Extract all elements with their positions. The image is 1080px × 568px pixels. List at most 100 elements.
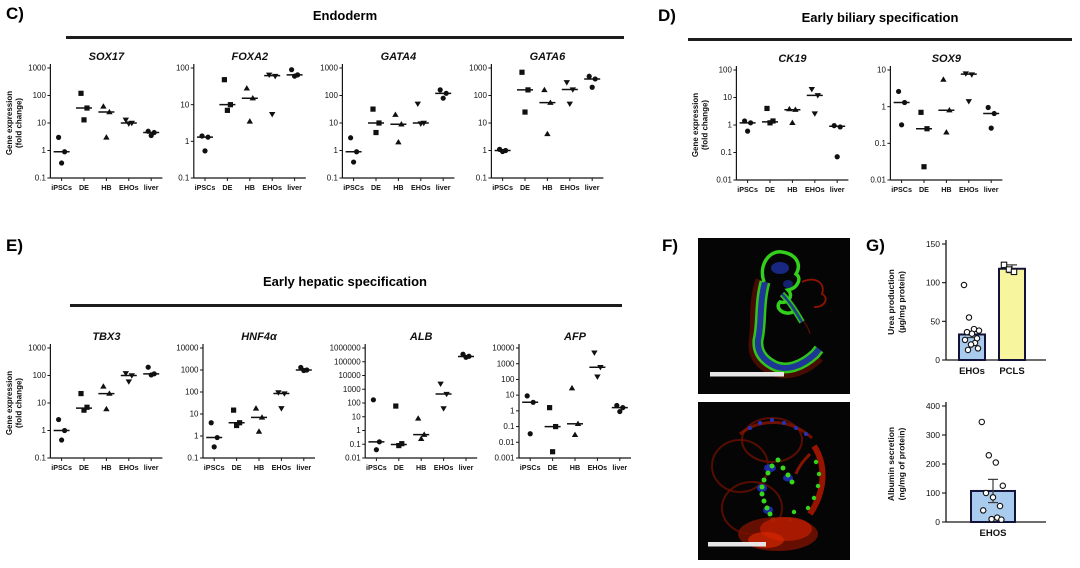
y-ticks: 0.1 1 10 100 1000 10000 [177, 344, 204, 463]
svg-text:0.01: 0.01 [716, 176, 732, 185]
data-points [55, 90, 157, 166]
plot-title: FOXA2 [232, 51, 269, 63]
panel-f-label: F) [662, 236, 679, 255]
svg-text:iPSCs: iPSCs [195, 183, 216, 192]
svg-text:EHOs: EHOs [805, 185, 825, 194]
bar-chart-EHOS: Albumin secretion (ng/mg of protein) 0 100 2… [886, 401, 1046, 539]
x-ticks: iPSCs DE HB EHOs liver [195, 177, 303, 192]
svg-text:1: 1 [185, 137, 190, 146]
svg-text:EHOs: EHOs [411, 183, 431, 192]
y-axis-label: (fold change) [14, 378, 23, 428]
plot-title: SOX9 [932, 53, 962, 65]
bar-PCLS [998, 264, 1026, 361]
svg-text:EHOs: EHOs [560, 183, 580, 192]
svg-text:100000: 100000 [334, 357, 361, 366]
svg-text:10000: 10000 [177, 344, 200, 353]
axes [202, 344, 316, 459]
svg-text:100: 100 [501, 375, 515, 384]
svg-text:iPSCs: iPSCs [492, 183, 513, 192]
svg-text:0.1: 0.1 [721, 148, 733, 157]
x-ticks: iPSCs DE HB EHOs liver [492, 177, 599, 192]
x-category-label: EHOs [959, 366, 985, 377]
svg-text:100: 100 [348, 399, 362, 408]
axes [490, 64, 603, 179]
axes [49, 64, 163, 179]
svg-text:1000: 1000 [469, 64, 487, 73]
urea-production-chart: Urea production (µg/mg protein) 0 50 100 150 E… [868, 232, 1076, 395]
panel-e-label: E) [6, 236, 23, 255]
y-ticks: 0.1 1 10 100 1000 [469, 64, 491, 183]
panel-e-plots: TBX3 Gene expression (fold change) 0.1 1 10 10… [4, 326, 639, 492]
svg-text:DE: DE [223, 183, 233, 192]
svg-text:liver: liver [459, 463, 474, 472]
svg-text:10: 10 [723, 93, 732, 102]
svg-text:50: 50 [931, 316, 941, 326]
svg-text:0.1: 0.1 [327, 174, 339, 183]
svg-text:0: 0 [935, 355, 940, 365]
svg-text:iPSCs: iPSCs [892, 185, 913, 194]
data-points [978, 418, 1007, 523]
data-points [199, 67, 301, 154]
blue-nuclei-knot-2 [783, 280, 793, 288]
svg-text:1000: 1000 [343, 385, 361, 394]
svg-text:100: 100 [186, 388, 200, 397]
albumin-secretion-chart: Albumin secretion (ng/mg of protein) 0 100 2… [868, 394, 1076, 557]
data-points [348, 87, 449, 165]
panel-g-label: G) [866, 236, 885, 255]
axes [341, 64, 455, 179]
green-cell-chain [759, 457, 797, 523]
svg-text:liver: liver [584, 183, 599, 192]
svg-text:1: 1 [334, 146, 339, 155]
axes [49, 344, 163, 459]
svg-text:10000: 10000 [492, 344, 515, 353]
svg-text:0.01: 0.01 [346, 454, 362, 463]
panel-d-title: Early biliary specification [801, 10, 959, 25]
plot-title: HNF4α [242, 331, 279, 343]
svg-text:1: 1 [482, 146, 487, 155]
scatter-plot-FOXA2: FOXA2 0.1 1 10 100 iPSCs DE HB EHOs liver [176, 51, 307, 192]
svg-text:10: 10 [37, 119, 46, 128]
plot-title: AFP [563, 331, 587, 343]
y-ticks: 0.01 0.1 1 10 100 1000 10000 100000 1000000 [330, 344, 366, 463]
scatter-plot-HNF4α: HNF4α 0.1 1 10 100 1000 10000 iPSCs DE HB EHOs live… [177, 331, 316, 472]
svg-text:EHOs: EHOs [119, 183, 139, 192]
y-axis-label: (µg/mg protein) [897, 271, 907, 333]
plot-title: CK19 [778, 53, 807, 65]
scatter-plot-AFP: AFP 0.001 0.01 0.1 1 10 100 1000 10000 iPSCs DE HB E… [492, 331, 631, 472]
svg-text:100: 100 [926, 278, 940, 288]
confocal-image-top [698, 238, 850, 394]
svg-text:0.1: 0.1 [875, 139, 887, 148]
svg-text:liver: liver [612, 463, 627, 472]
svg-text:EHOs: EHOs [119, 463, 139, 472]
bar-EHOS [970, 478, 1016, 524]
svg-text:DE: DE [371, 183, 381, 192]
svg-text:iPSCs: iPSCs [519, 463, 540, 472]
panel-d-label: D) [658, 6, 676, 25]
svg-text:150: 150 [926, 239, 940, 249]
svg-text:liver: liver [830, 185, 845, 194]
plot-title: TBX3 [92, 331, 120, 343]
svg-text:0.1: 0.1 [35, 454, 47, 463]
svg-text:liver: liver [436, 183, 451, 192]
y-axis-label: Albumin secretion [886, 427, 896, 501]
median-lines [345, 92, 452, 153]
svg-text:liver: liver [297, 463, 312, 472]
svg-text:EHOs: EHOs [263, 183, 283, 192]
data-points [524, 350, 625, 455]
panel-e: E) Early hepatic specification TBX3 Gene … [0, 232, 656, 568]
confocal-image-bottom [698, 402, 850, 560]
y-axis-label: Gene expression [691, 93, 700, 157]
svg-text:liver: liver [984, 185, 999, 194]
svg-text:1000: 1000 [28, 344, 46, 353]
organoid-lobed-image [698, 402, 850, 560]
median-lines [521, 366, 628, 428]
panel-f: F) [656, 232, 862, 568]
scatter-plot-GATA4: GATA4 0.1 1 10 100 1000 iPSCs DE HB EHOs liver [320, 51, 455, 192]
svg-text:DE: DE [547, 463, 557, 472]
svg-text:10: 10 [877, 66, 886, 75]
svg-text:EHOs: EHOs [959, 185, 979, 194]
y-ticks: 0.1 1 10 100 1000 [320, 64, 343, 183]
scatter-plot-TBX3: TBX3 Gene expression (fold change) 0.1 1 10 10… [5, 331, 163, 472]
y-ticks: 0.01 0.1 1 10 [871, 66, 891, 185]
